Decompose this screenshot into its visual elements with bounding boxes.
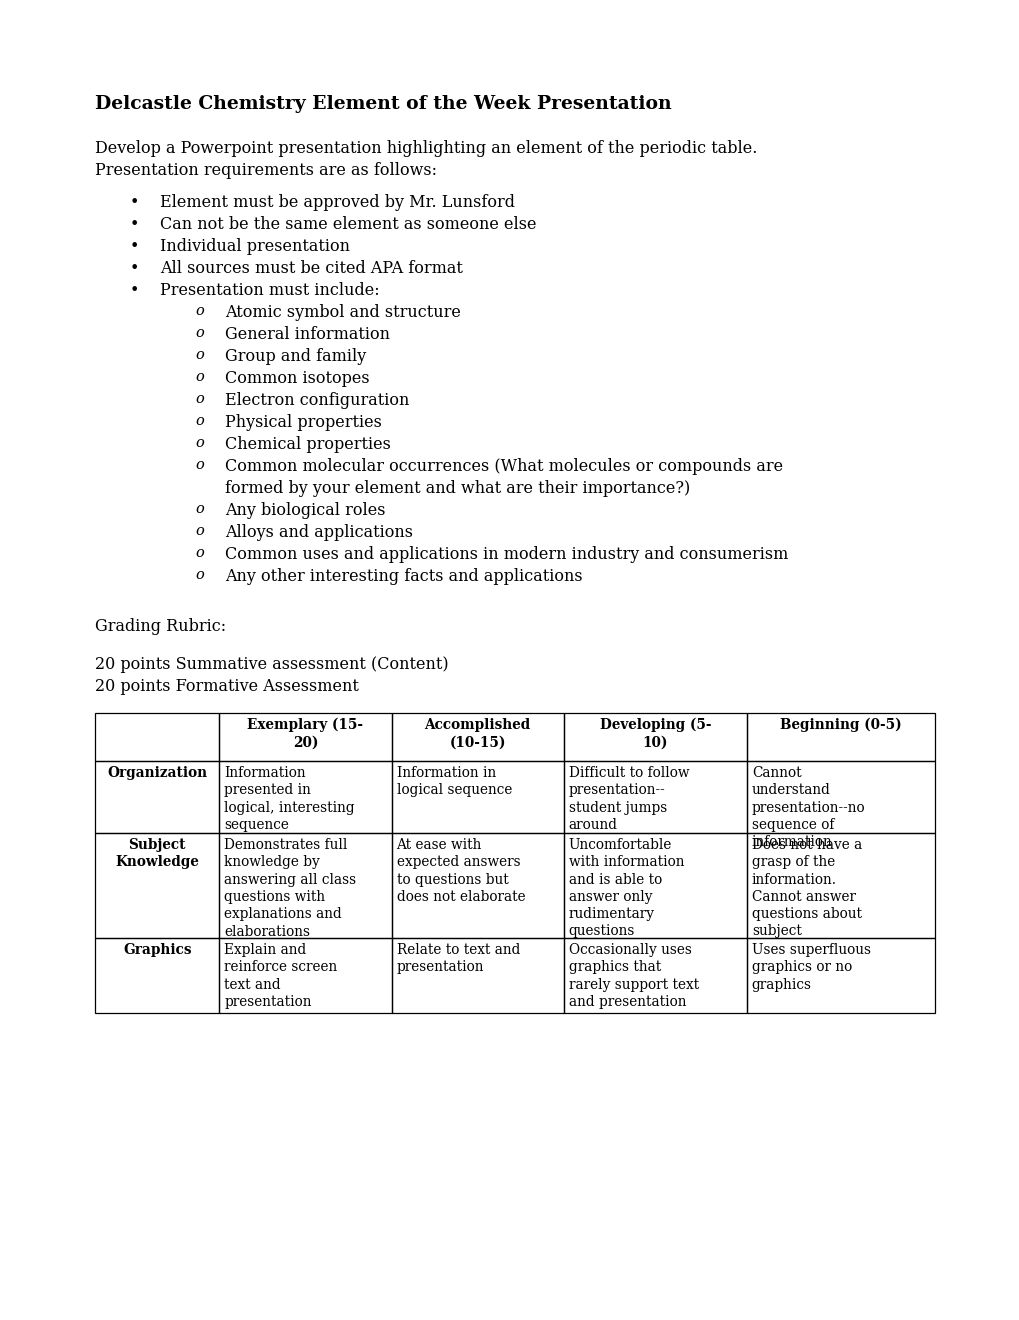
Text: Alloys and applications: Alloys and applications (225, 524, 413, 541)
Text: Common molecular occurrences (What molecules or compounds are: Common molecular occurrences (What molec… (225, 458, 783, 475)
Text: Individual presentation: Individual presentation (160, 238, 350, 255)
Text: 20 points Formative Assessment: 20 points Formative Assessment (95, 678, 359, 696)
Text: Uses superfluous
graphics or no
graphics: Uses superfluous graphics or no graphics (751, 942, 870, 991)
Text: •: • (129, 282, 140, 300)
Text: Chemical properties: Chemical properties (225, 436, 390, 453)
Text: Beginning (0-5): Beginning (0-5) (780, 718, 901, 733)
Text: •: • (129, 260, 140, 277)
Text: Common isotopes: Common isotopes (225, 370, 369, 387)
Text: o: o (195, 436, 204, 450)
Bar (219, 939, 391, 1012)
Text: Common uses and applications in modern industry and consumerism: Common uses and applications in modern i… (225, 546, 788, 564)
Bar (746, 833, 934, 939)
Text: o: o (195, 348, 204, 362)
Text: o: o (195, 458, 204, 473)
Text: Information
presented in
logical, interesting
sequence: Information presented in logical, intere… (224, 766, 355, 832)
Text: Presentation must include:: Presentation must include: (160, 282, 379, 300)
Bar (391, 833, 564, 939)
Bar (391, 939, 564, 1012)
Text: At ease with
expected answers
to questions but
does not elaborate: At ease with expected answers to questio… (396, 838, 525, 904)
Text: Subject
Knowledge: Subject Knowledge (115, 838, 199, 870)
Bar (219, 762, 391, 833)
Text: Graphics: Graphics (122, 942, 192, 957)
Text: General information: General information (225, 326, 389, 343)
Bar (564, 939, 746, 1012)
Text: Developing (5-
10): Developing (5- 10) (599, 718, 710, 750)
Text: Relate to text and
presentation: Relate to text and presentation (396, 942, 520, 974)
Text: Physical properties: Physical properties (225, 414, 381, 432)
Bar (391, 762, 564, 833)
Text: Organization: Organization (107, 766, 207, 780)
Text: formed by your element and what are their importance?): formed by your element and what are thei… (225, 480, 690, 498)
Text: Information in
logical sequence: Information in logical sequence (396, 766, 512, 797)
Bar (219, 833, 391, 939)
Bar (391, 713, 564, 762)
Text: Uncomfortable
with information
and is able to
answer only
rudimentary
questions: Uncomfortable with information and is ab… (569, 838, 684, 939)
Text: All sources must be cited APA format: All sources must be cited APA format (160, 260, 463, 277)
Text: •: • (129, 216, 140, 234)
Text: Can not be the same element as someone else: Can not be the same element as someone e… (160, 216, 536, 234)
Text: •: • (129, 238, 140, 255)
Text: Accomplished
(10-15): Accomplished (10-15) (424, 718, 530, 750)
Text: o: o (195, 524, 204, 539)
Text: Element must be approved by Mr. Lunsford: Element must be approved by Mr. Lunsford (160, 194, 515, 211)
Text: Exemplary (15-
20): Exemplary (15- 20) (248, 718, 363, 750)
Bar (746, 762, 934, 833)
Bar (95, 833, 219, 939)
Text: Any biological roles: Any biological roles (225, 502, 385, 519)
Text: Develop a Powerpoint presentation highlighting an element of the periodic table.: Develop a Powerpoint presentation highli… (95, 140, 757, 157)
Text: o: o (195, 546, 204, 560)
Bar (746, 939, 934, 1012)
Text: o: o (195, 370, 204, 384)
Text: o: o (195, 502, 204, 516)
Text: •: • (129, 194, 140, 211)
Text: Explain and
reinforce screen
text and
presentation: Explain and reinforce screen text and pr… (224, 942, 337, 1008)
Text: Presentation requirements are as follows:: Presentation requirements are as follows… (95, 162, 436, 180)
Text: o: o (195, 414, 204, 428)
Text: Delcastle Chemistry Element of the Week Presentation: Delcastle Chemistry Element of the Week … (95, 95, 671, 114)
Text: Occasionally uses
graphics that
rarely support text
and presentation: Occasionally uses graphics that rarely s… (569, 942, 698, 1008)
Bar (95, 939, 219, 1012)
Text: Cannot
understand
presentation--no
sequence of
information: Cannot understand presentation--no seque… (751, 766, 864, 849)
Text: o: o (195, 304, 204, 318)
Bar (564, 833, 746, 939)
Bar (564, 713, 746, 762)
Text: Demonstrates full
knowledge by
answering all class
questions with
explanations a: Demonstrates full knowledge by answering… (224, 838, 356, 939)
Text: 20 points Summative assessment (Content): 20 points Summative assessment (Content) (95, 656, 448, 673)
Text: Electron configuration: Electron configuration (225, 392, 409, 409)
Text: Any other interesting facts and applications: Any other interesting facts and applicat… (225, 568, 582, 585)
Bar (219, 713, 391, 762)
Bar (564, 762, 746, 833)
Text: Atomic symbol and structure: Atomic symbol and structure (225, 304, 461, 321)
Text: Group and family: Group and family (225, 348, 366, 366)
Text: o: o (195, 326, 204, 341)
Text: Grading Rubric:: Grading Rubric: (95, 618, 226, 635)
Text: Difficult to follow
presentation--
student jumps
around: Difficult to follow presentation-- stude… (569, 766, 689, 832)
Bar (746, 713, 934, 762)
Text: Does not have a
grasp of the
information.
Cannot answer
questions about
subject: Does not have a grasp of the information… (751, 838, 861, 939)
Text: o: o (195, 392, 204, 407)
Bar (95, 762, 219, 833)
Text: o: o (195, 568, 204, 582)
Bar (95, 713, 219, 762)
